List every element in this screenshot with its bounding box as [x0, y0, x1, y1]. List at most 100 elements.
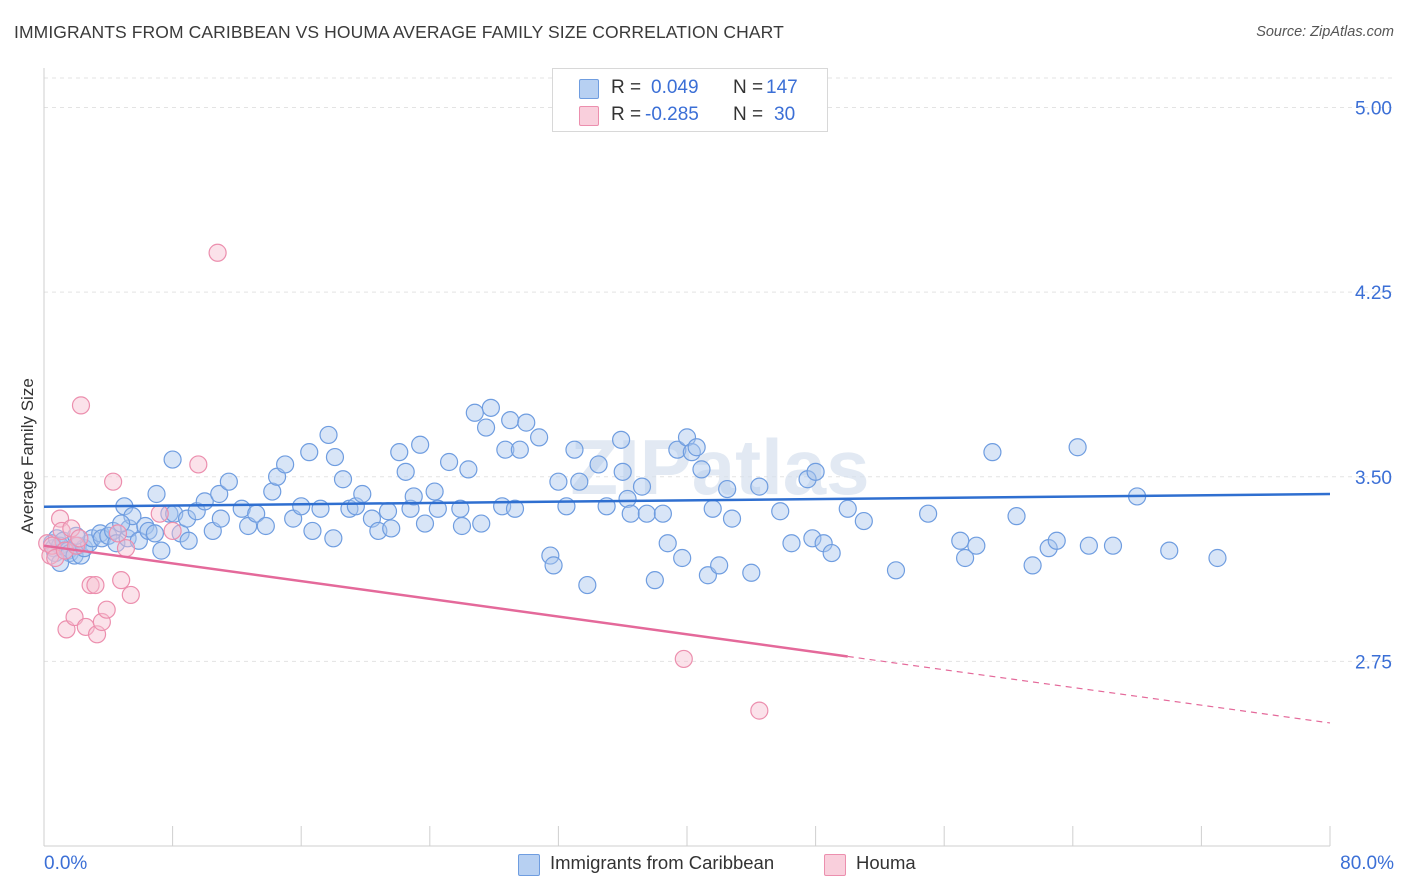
data-point — [501, 411, 520, 430]
data-point — [46, 548, 65, 568]
data-point — [983, 443, 1002, 462]
data-point — [505, 499, 525, 518]
data-point — [325, 447, 345, 467]
legend-label: Houma — [856, 852, 916, 873]
y-tick-label: 4.25 — [1355, 283, 1392, 304]
data-point — [150, 504, 169, 523]
data-point — [771, 502, 790, 521]
data-point — [653, 504, 672, 523]
data-point — [1160, 541, 1179, 560]
legend-swatch-pink — [579, 106, 599, 126]
data-point — [618, 489, 637, 509]
legend-swatch-pink — [824, 854, 846, 876]
data-point — [632, 477, 652, 496]
data-point — [465, 403, 484, 422]
data-point — [611, 430, 631, 449]
data-point — [86, 575, 105, 595]
data-point — [570, 472, 589, 491]
data-point — [404, 487, 423, 506]
data-point — [782, 534, 801, 553]
data-point — [123, 507, 142, 526]
data-point — [692, 460, 711, 479]
data-point — [476, 418, 496, 437]
data-point — [145, 524, 165, 543]
data-point — [147, 484, 166, 504]
data-point — [353, 484, 372, 504]
data-point — [378, 502, 398, 521]
data-point — [955, 548, 975, 568]
data-point — [439, 452, 459, 472]
legend-r-value: -0.285 — [645, 104, 699, 125]
source-label: Source: ZipAtlas.com — [1256, 24, 1394, 40]
data-point — [1103, 536, 1123, 555]
data-point — [496, 440, 515, 459]
data-point — [530, 428, 549, 447]
data-point — [549, 472, 568, 491]
data-point — [300, 443, 319, 462]
chart-title: IMMIGRANTS FROM CARIBBEAN VS HOUMA AVERA… — [14, 22, 784, 42]
data-point — [589, 455, 608, 474]
data-point — [152, 541, 171, 560]
data-point — [565, 440, 584, 459]
data-point — [210, 484, 229, 504]
legend-swatch-blue — [518, 854, 540, 876]
data-point — [333, 470, 353, 489]
data-point — [303, 521, 322, 541]
trend-line-caribbean — [43, 492, 1331, 509]
watermark: ZIPatlas — [570, 423, 869, 511]
data-point — [750, 701, 769, 720]
data-point — [803, 529, 822, 548]
data-point — [510, 440, 529, 459]
data-point — [886, 561, 906, 580]
x-tick-label-min: 0.0% — [44, 853, 87, 874]
legend-r-label: R = — [611, 104, 642, 125]
data-point — [578, 575, 597, 595]
data-point — [97, 600, 116, 619]
data-point — [163, 521, 182, 541]
data-point — [179, 531, 198, 550]
x-tick-labels: 0.0% 80.0% — [44, 853, 1394, 874]
data-point — [637, 504, 656, 523]
trend-line-houma — [43, 544, 848, 658]
data-point — [658, 534, 677, 553]
y-tick-label: 2.75 — [1355, 652, 1392, 673]
data-point — [136, 516, 155, 536]
data-point — [324, 529, 343, 548]
data-point — [703, 499, 722, 518]
legend-swatch-blue — [579, 79, 599, 99]
data-point — [919, 504, 938, 523]
x-tick-label-max: 80.0% — [1340, 853, 1394, 874]
data-point — [319, 425, 338, 445]
data-point — [116, 539, 136, 558]
data-point — [112, 514, 131, 533]
legend-label: Immigrants from Caribbean — [550, 852, 775, 873]
data-point — [390, 443, 409, 462]
data-point — [1208, 548, 1227, 568]
data-point — [177, 509, 197, 528]
legend-n-label: N = — [733, 77, 764, 98]
data-point — [396, 462, 415, 481]
data-point — [104, 472, 123, 491]
data-point — [208, 243, 227, 262]
data-point — [108, 524, 128, 543]
data-point — [459, 460, 478, 479]
data-point — [854, 511, 873, 531]
data-point — [189, 455, 208, 474]
data-point — [70, 529, 89, 548]
data-point — [211, 509, 230, 528]
y-tick-label: 5.00 — [1355, 99, 1392, 120]
data-point — [750, 477, 769, 496]
legend-n-value: 30 — [774, 104, 796, 125]
legend-n-label: N = — [733, 104, 764, 125]
series-houma-points — [38, 243, 769, 720]
y-tick-labels: 2.75 3.50 4.25 5.00 — [1355, 99, 1392, 674]
legend-r-label: R = — [611, 77, 642, 98]
data-point — [967, 536, 986, 555]
data-point — [425, 482, 444, 501]
data-point — [481, 398, 500, 417]
legend-n-value: 147 — [766, 77, 798, 98]
axes — [43, 68, 1331, 847]
data-point — [472, 514, 491, 533]
data-point — [1023, 556, 1042, 575]
data-point — [428, 499, 447, 518]
